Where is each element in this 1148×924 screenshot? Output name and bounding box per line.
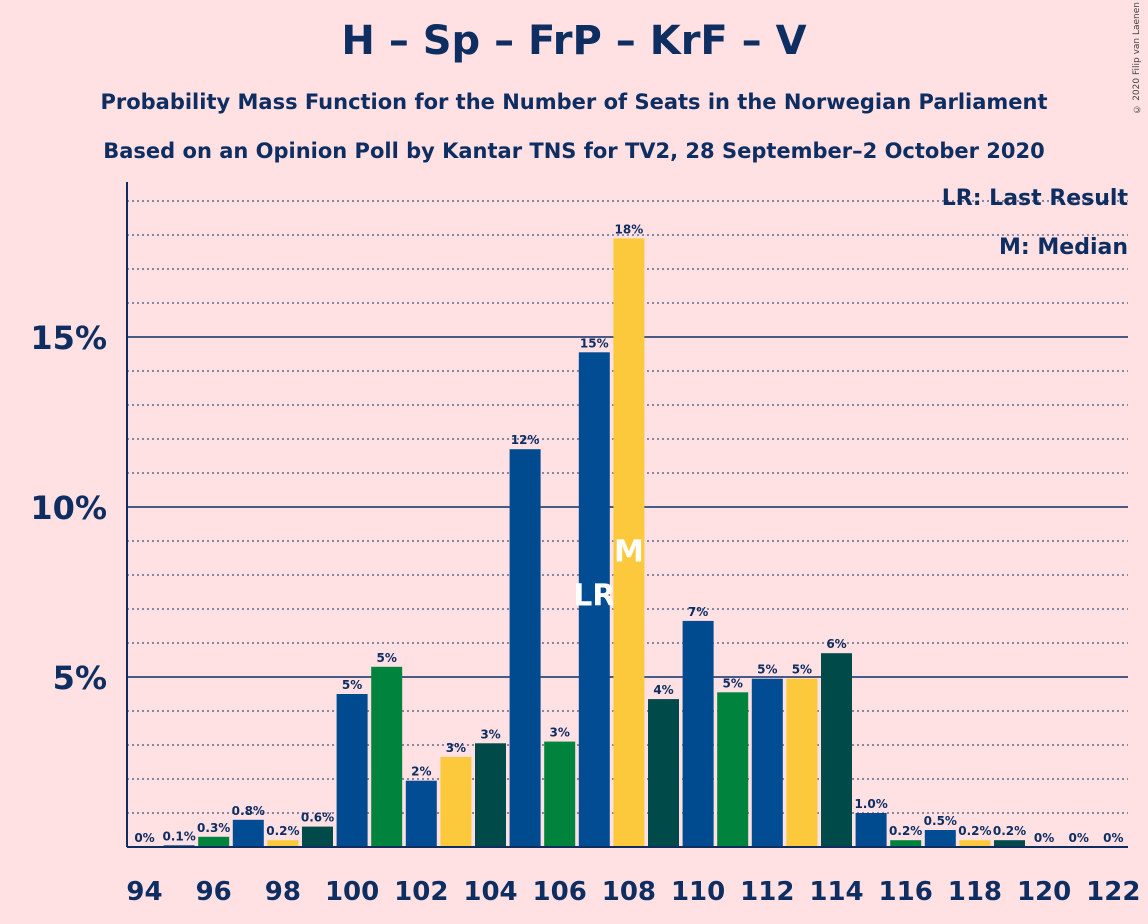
bar-seat-116 <box>890 840 922 847</box>
bar-seat-112 <box>751 678 783 847</box>
bar-seat-115 <box>855 813 887 847</box>
data-label-seat-94: 0% <box>134 831 154 845</box>
bar-seat-96 <box>198 836 230 847</box>
bar-seat-103 <box>440 756 472 847</box>
bar-seat-119 <box>994 840 1025 847</box>
y-tick-label: 15% <box>30 319 107 357</box>
bar-seat-100 <box>336 694 368 847</box>
bar-seat-114 <box>821 653 852 847</box>
chart-subtitle-2: Based on an Opinion Poll by Kantar TNS f… <box>103 139 1045 163</box>
x-tick-label: 104 <box>463 877 517 907</box>
data-label-seat-108: 18% <box>615 222 644 236</box>
bar-seat-107 <box>578 352 610 847</box>
bar-seat-105 <box>509 449 541 847</box>
x-tick-label: 110 <box>671 877 725 907</box>
bar-seat-109 <box>648 699 679 847</box>
x-tick-label: 112 <box>740 877 794 907</box>
y-tick-label: 5% <box>53 659 107 697</box>
data-label-seat-112: 5% <box>757 663 777 677</box>
x-tick-label: 122 <box>1086 877 1140 907</box>
x-tick-label: 94 <box>126 877 162 907</box>
data-label-seat-113: 5% <box>792 663 812 677</box>
bar-seat-106 <box>544 741 576 847</box>
last-result-marker: LR <box>573 579 615 614</box>
chart-title: H – Sp – FrP – KrF – V <box>341 18 807 64</box>
data-label-seat-95: 0.1% <box>162 829 195 843</box>
data-label-seat-109: 4% <box>653 683 673 697</box>
bar-seat-99 <box>302 826 333 847</box>
x-tick-label: 106 <box>533 877 587 907</box>
data-label-seat-105: 12% <box>511 433 540 447</box>
data-label-seat-102: 2% <box>411 765 431 779</box>
bar-seat-110 <box>682 620 714 847</box>
data-label-seat-121: 0% <box>1069 831 1089 845</box>
x-tick-label: 100 <box>325 877 379 907</box>
x-tick-label: 116 <box>879 877 933 907</box>
data-label-seat-103: 3% <box>446 741 466 755</box>
data-label-seat-114: 6% <box>826 637 846 651</box>
data-label-seat-98: 0.2% <box>266 824 299 838</box>
bar-seat-117 <box>924 830 956 847</box>
data-label-seat-106: 3% <box>550 726 570 740</box>
x-tick-label: 114 <box>809 877 863 907</box>
bar-seat-118 <box>959 840 991 847</box>
x-tick-label: 98 <box>265 877 301 907</box>
data-label-seat-99: 0.6% <box>301 811 334 825</box>
bar-seat-97 <box>232 819 264 847</box>
bar-seat-98 <box>267 840 299 847</box>
data-label-seat-97: 0.8% <box>232 804 265 818</box>
data-label-seat-122: 0% <box>1103 831 1123 845</box>
y-tick-label: 10% <box>30 489 107 527</box>
x-tick-label: 118 <box>948 877 1002 907</box>
data-label-seat-104: 3% <box>480 727 500 741</box>
data-label-seat-101: 5% <box>377 651 397 665</box>
legend-last-result: LR: Last Result <box>941 186 1128 211</box>
data-label-seat-119: 0.2% <box>993 824 1026 838</box>
bar-seat-104 <box>475 743 506 847</box>
data-label-seat-118: 0.2% <box>958 824 991 838</box>
chart-subtitle-1: Probability Mass Function for the Number… <box>100 90 1048 114</box>
data-label-seat-120: 0% <box>1034 831 1054 845</box>
median-marker: M <box>614 534 644 569</box>
data-label-seat-111: 5% <box>723 676 743 690</box>
data-label-seat-100: 5% <box>342 678 362 692</box>
bar-seat-108 <box>613 238 645 847</box>
bar-seat-111 <box>717 692 749 847</box>
bar-seat-101 <box>371 666 403 847</box>
data-label-seat-117: 0.5% <box>924 814 957 828</box>
data-label-seat-107: 15% <box>580 336 609 350</box>
x-tick-label: 102 <box>394 877 448 907</box>
data-label-seat-110: 7% <box>688 605 708 619</box>
x-tick-label: 120 <box>1017 877 1071 907</box>
bar-seat-102 <box>405 780 437 847</box>
data-label-seat-115: 1.0% <box>854 797 887 811</box>
data-label-seat-96: 0.3% <box>197 821 230 835</box>
data-label-seat-116: 0.2% <box>889 824 922 838</box>
legend-median: M: Median <box>999 235 1128 260</box>
x-tick-label: 96 <box>196 877 232 907</box>
bar-seat-113 <box>786 678 818 847</box>
x-tick-label: 108 <box>602 877 656 907</box>
